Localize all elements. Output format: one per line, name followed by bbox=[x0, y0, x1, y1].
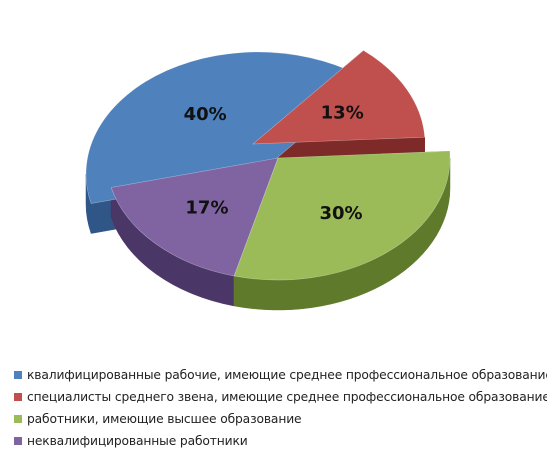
legend-label: неквалифицированные работники bbox=[27, 434, 248, 448]
pie-slice bbox=[85, 51, 370, 204]
pie-slice-value-label: 30% bbox=[320, 203, 363, 224]
pie-slice bbox=[110, 157, 279, 277]
legend-item: квалифицированные рабочие, имеющие средн… bbox=[14, 364, 547, 386]
pie-slice-value-label: 40% bbox=[184, 104, 227, 125]
legend-label: квалифицированные рабочие, имеющие средн… bbox=[27, 368, 547, 382]
legend-item: работники, имеющие высшее образование bbox=[14, 408, 544, 430]
legend-swatch bbox=[14, 437, 22, 445]
legend-item: специалисты среднего звена, имеющие сред… bbox=[14, 386, 547, 408]
legend-label: специалисты среднего звена, имеющие сред… bbox=[27, 390, 547, 404]
pie-slice-value-label: 17% bbox=[185, 198, 228, 219]
legend-swatch bbox=[14, 371, 22, 379]
legend-label: работники, имеющие высшее образование bbox=[27, 412, 302, 426]
pie-slice bbox=[233, 150, 451, 281]
legend: квалифицированные рабочие, имеющие средн… bbox=[14, 364, 547, 452]
legend-item: неквалифицированные работники bbox=[14, 430, 544, 452]
pie-slice bbox=[252, 50, 426, 145]
legend-swatch bbox=[14, 415, 22, 423]
pie-chart: 40% 13% 30% 17% bbox=[85, 50, 451, 311]
pie-slice-value-label: 13% bbox=[321, 102, 364, 123]
legend-swatch bbox=[14, 393, 22, 401]
